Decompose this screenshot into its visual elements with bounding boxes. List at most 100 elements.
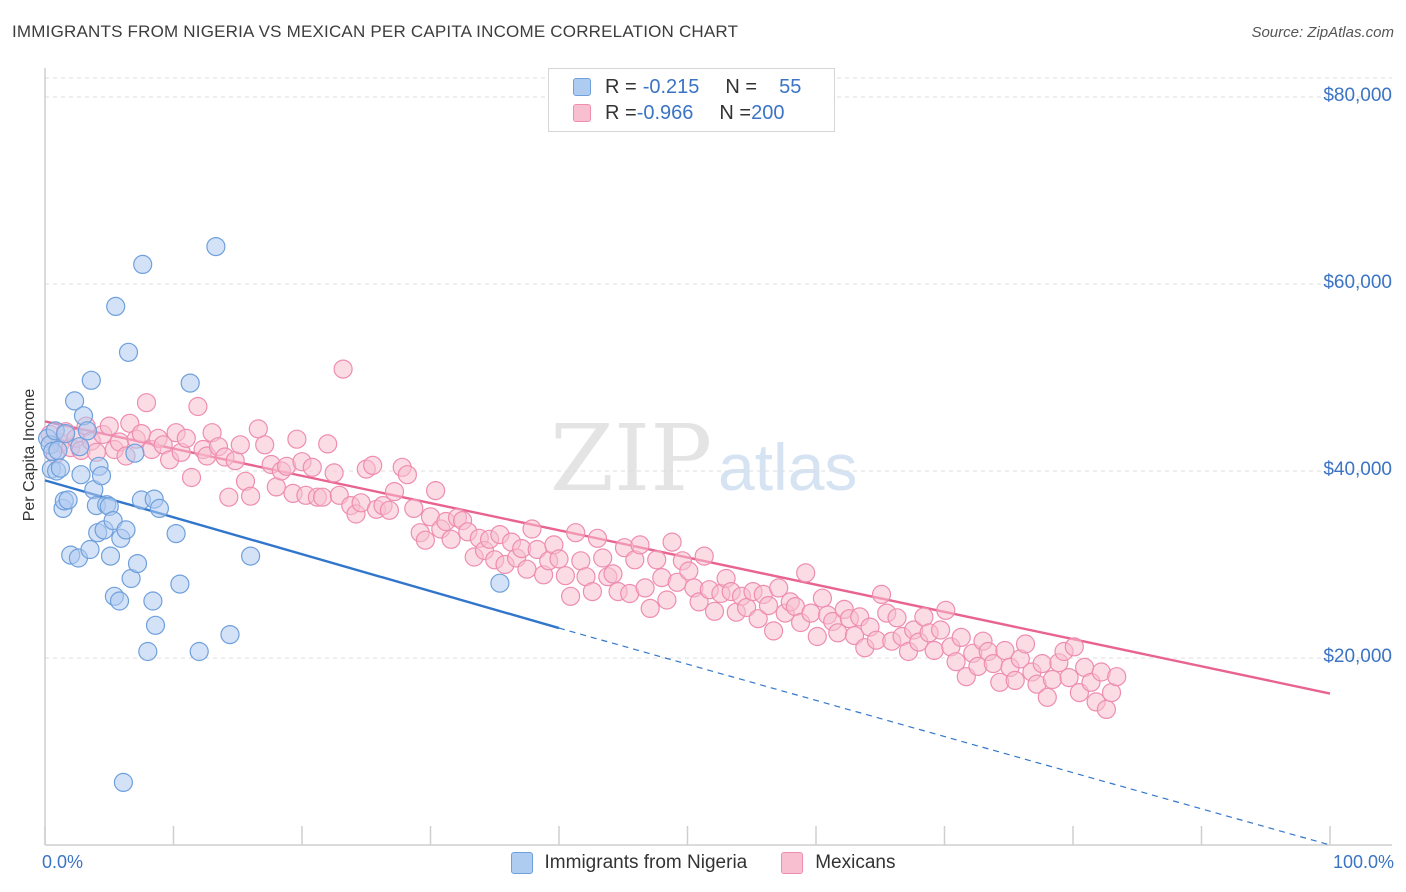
mexican-point bbox=[1064, 637, 1084, 657]
nigeria-trend-line bbox=[44, 479, 560, 630]
nigeria-point bbox=[48, 440, 68, 460]
legend-swatch-blue bbox=[510, 852, 533, 874]
mexican-point bbox=[255, 435, 275, 455]
nigeria-point bbox=[145, 615, 166, 635]
mexican-point bbox=[318, 434, 338, 454]
y-tick-label: $20,000 bbox=[1323, 646, 1392, 667]
legend-swatch-pink bbox=[781, 852, 804, 874]
mexican-point bbox=[924, 640, 944, 661]
x-tick-label: 0.0% bbox=[42, 852, 84, 872]
mexican-point bbox=[769, 578, 789, 598]
mexican-point bbox=[571, 551, 591, 571]
legend-swatch-pink bbox=[573, 104, 591, 122]
mexican-point bbox=[188, 396, 208, 417]
nigeria-point bbox=[81, 370, 101, 390]
series-legend: Immigrants from Nigeria Mexicans bbox=[0, 852, 1406, 874]
chart-title: IMMIGRANTS FROM NIGERIA VS MEXICAN PER C… bbox=[12, 22, 739, 41]
mexican-point bbox=[549, 549, 569, 569]
nigeria-point bbox=[149, 498, 169, 518]
legend-label-mexicans: Mexicans bbox=[815, 852, 896, 873]
nigeria-point bbox=[180, 373, 200, 393]
mexican-point bbox=[397, 465, 417, 485]
x-tick-label: 100.0% bbox=[1332, 852, 1394, 872]
mexican-point bbox=[587, 528, 608, 548]
mexican-point bbox=[248, 419, 268, 439]
legend-n-label: N = bbox=[725, 75, 758, 98]
mexican-point bbox=[176, 428, 196, 448]
mexican-point bbox=[640, 598, 660, 619]
mexican-point bbox=[1015, 634, 1036, 654]
mexican-point bbox=[1042, 669, 1063, 690]
nigeria-point bbox=[103, 510, 123, 531]
mexican-point bbox=[555, 566, 576, 586]
mexican-point bbox=[582, 581, 603, 602]
nigeria-point bbox=[91, 466, 112, 486]
mexican-point bbox=[363, 455, 383, 475]
nigeria-point bbox=[118, 342, 139, 362]
nigeria-point bbox=[58, 490, 78, 510]
nigeria-point bbox=[189, 641, 209, 662]
nigeria-point bbox=[55, 424, 76, 444]
y-tick-label: $40,000 bbox=[1323, 459, 1392, 480]
watermark-zip: ZIP bbox=[550, 405, 712, 512]
mexican-point bbox=[566, 523, 586, 543]
nigeria-point bbox=[241, 546, 261, 566]
mexican-point bbox=[384, 482, 405, 502]
mexican-point bbox=[662, 532, 682, 552]
legend-item-mexicans: Mexicans bbox=[781, 852, 895, 874]
legend-n-value: 200 bbox=[751, 101, 785, 124]
nigeria-trend-extension bbox=[558, 627, 1331, 846]
nigeria-point bbox=[80, 539, 100, 560]
mexican-point bbox=[1107, 667, 1127, 687]
mexican-point bbox=[266, 477, 286, 497]
nigeria-point bbox=[50, 458, 71, 478]
mexican-point bbox=[324, 463, 344, 483]
nigeria-point bbox=[109, 591, 130, 611]
nigeria-point bbox=[70, 437, 90, 457]
mexican-point bbox=[415, 530, 435, 550]
mexican-point bbox=[647, 550, 667, 570]
nigeria-point bbox=[113, 772, 134, 793]
nigeria-point bbox=[490, 573, 510, 593]
mexican-point bbox=[404, 498, 424, 518]
legend-r-label: R = bbox=[605, 75, 637, 98]
mexican-point bbox=[136, 393, 157, 413]
mexican-point bbox=[679, 561, 699, 581]
mexican-point bbox=[287, 429, 307, 449]
mexican-point bbox=[807, 626, 827, 647]
mexican-point bbox=[930, 620, 951, 640]
nigeria-point bbox=[100, 546, 121, 566]
nigeria-point bbox=[71, 465, 91, 485]
grid-lines bbox=[45, 77, 1392, 659]
mexican-point bbox=[302, 457, 322, 477]
legend-row-mexicans: R = -0.966 N = 200 bbox=[573, 101, 784, 125]
mexican-point bbox=[1096, 699, 1117, 720]
mexican-point bbox=[313, 487, 333, 507]
legend-r-value: -0.966 bbox=[636, 101, 694, 124]
mexican-point bbox=[441, 529, 461, 549]
legend-n-label: N = bbox=[719, 101, 752, 124]
legend-item-nigeria: Immigrants from Nigeria bbox=[510, 852, 748, 874]
mexican-point bbox=[630, 535, 650, 555]
mexican-point bbox=[603, 564, 623, 584]
mexican-point bbox=[181, 467, 202, 488]
mexican-point bbox=[936, 600, 956, 620]
legend-n-value: 55 bbox=[779, 75, 802, 98]
nigeria-point bbox=[125, 443, 145, 463]
nigeria-point bbox=[133, 254, 153, 274]
nigeria-point bbox=[220, 624, 240, 645]
mexican-point bbox=[951, 627, 971, 648]
mexican-point bbox=[1101, 682, 1122, 703]
watermark-atlas: atlas bbox=[718, 430, 857, 504]
legend-swatch-blue bbox=[573, 78, 591, 96]
mexican-point bbox=[131, 424, 151, 444]
mexican-point bbox=[796, 563, 816, 583]
y-tick-label: $60,000 bbox=[1323, 272, 1392, 293]
mexican-point bbox=[801, 603, 821, 623]
mexican-point bbox=[914, 607, 934, 627]
nigeria-point bbox=[77, 421, 98, 441]
mexican-point bbox=[1059, 667, 1079, 688]
legend-label-nigeria: Immigrants from Nigeria bbox=[544, 852, 748, 873]
mexican-point bbox=[694, 546, 714, 566]
